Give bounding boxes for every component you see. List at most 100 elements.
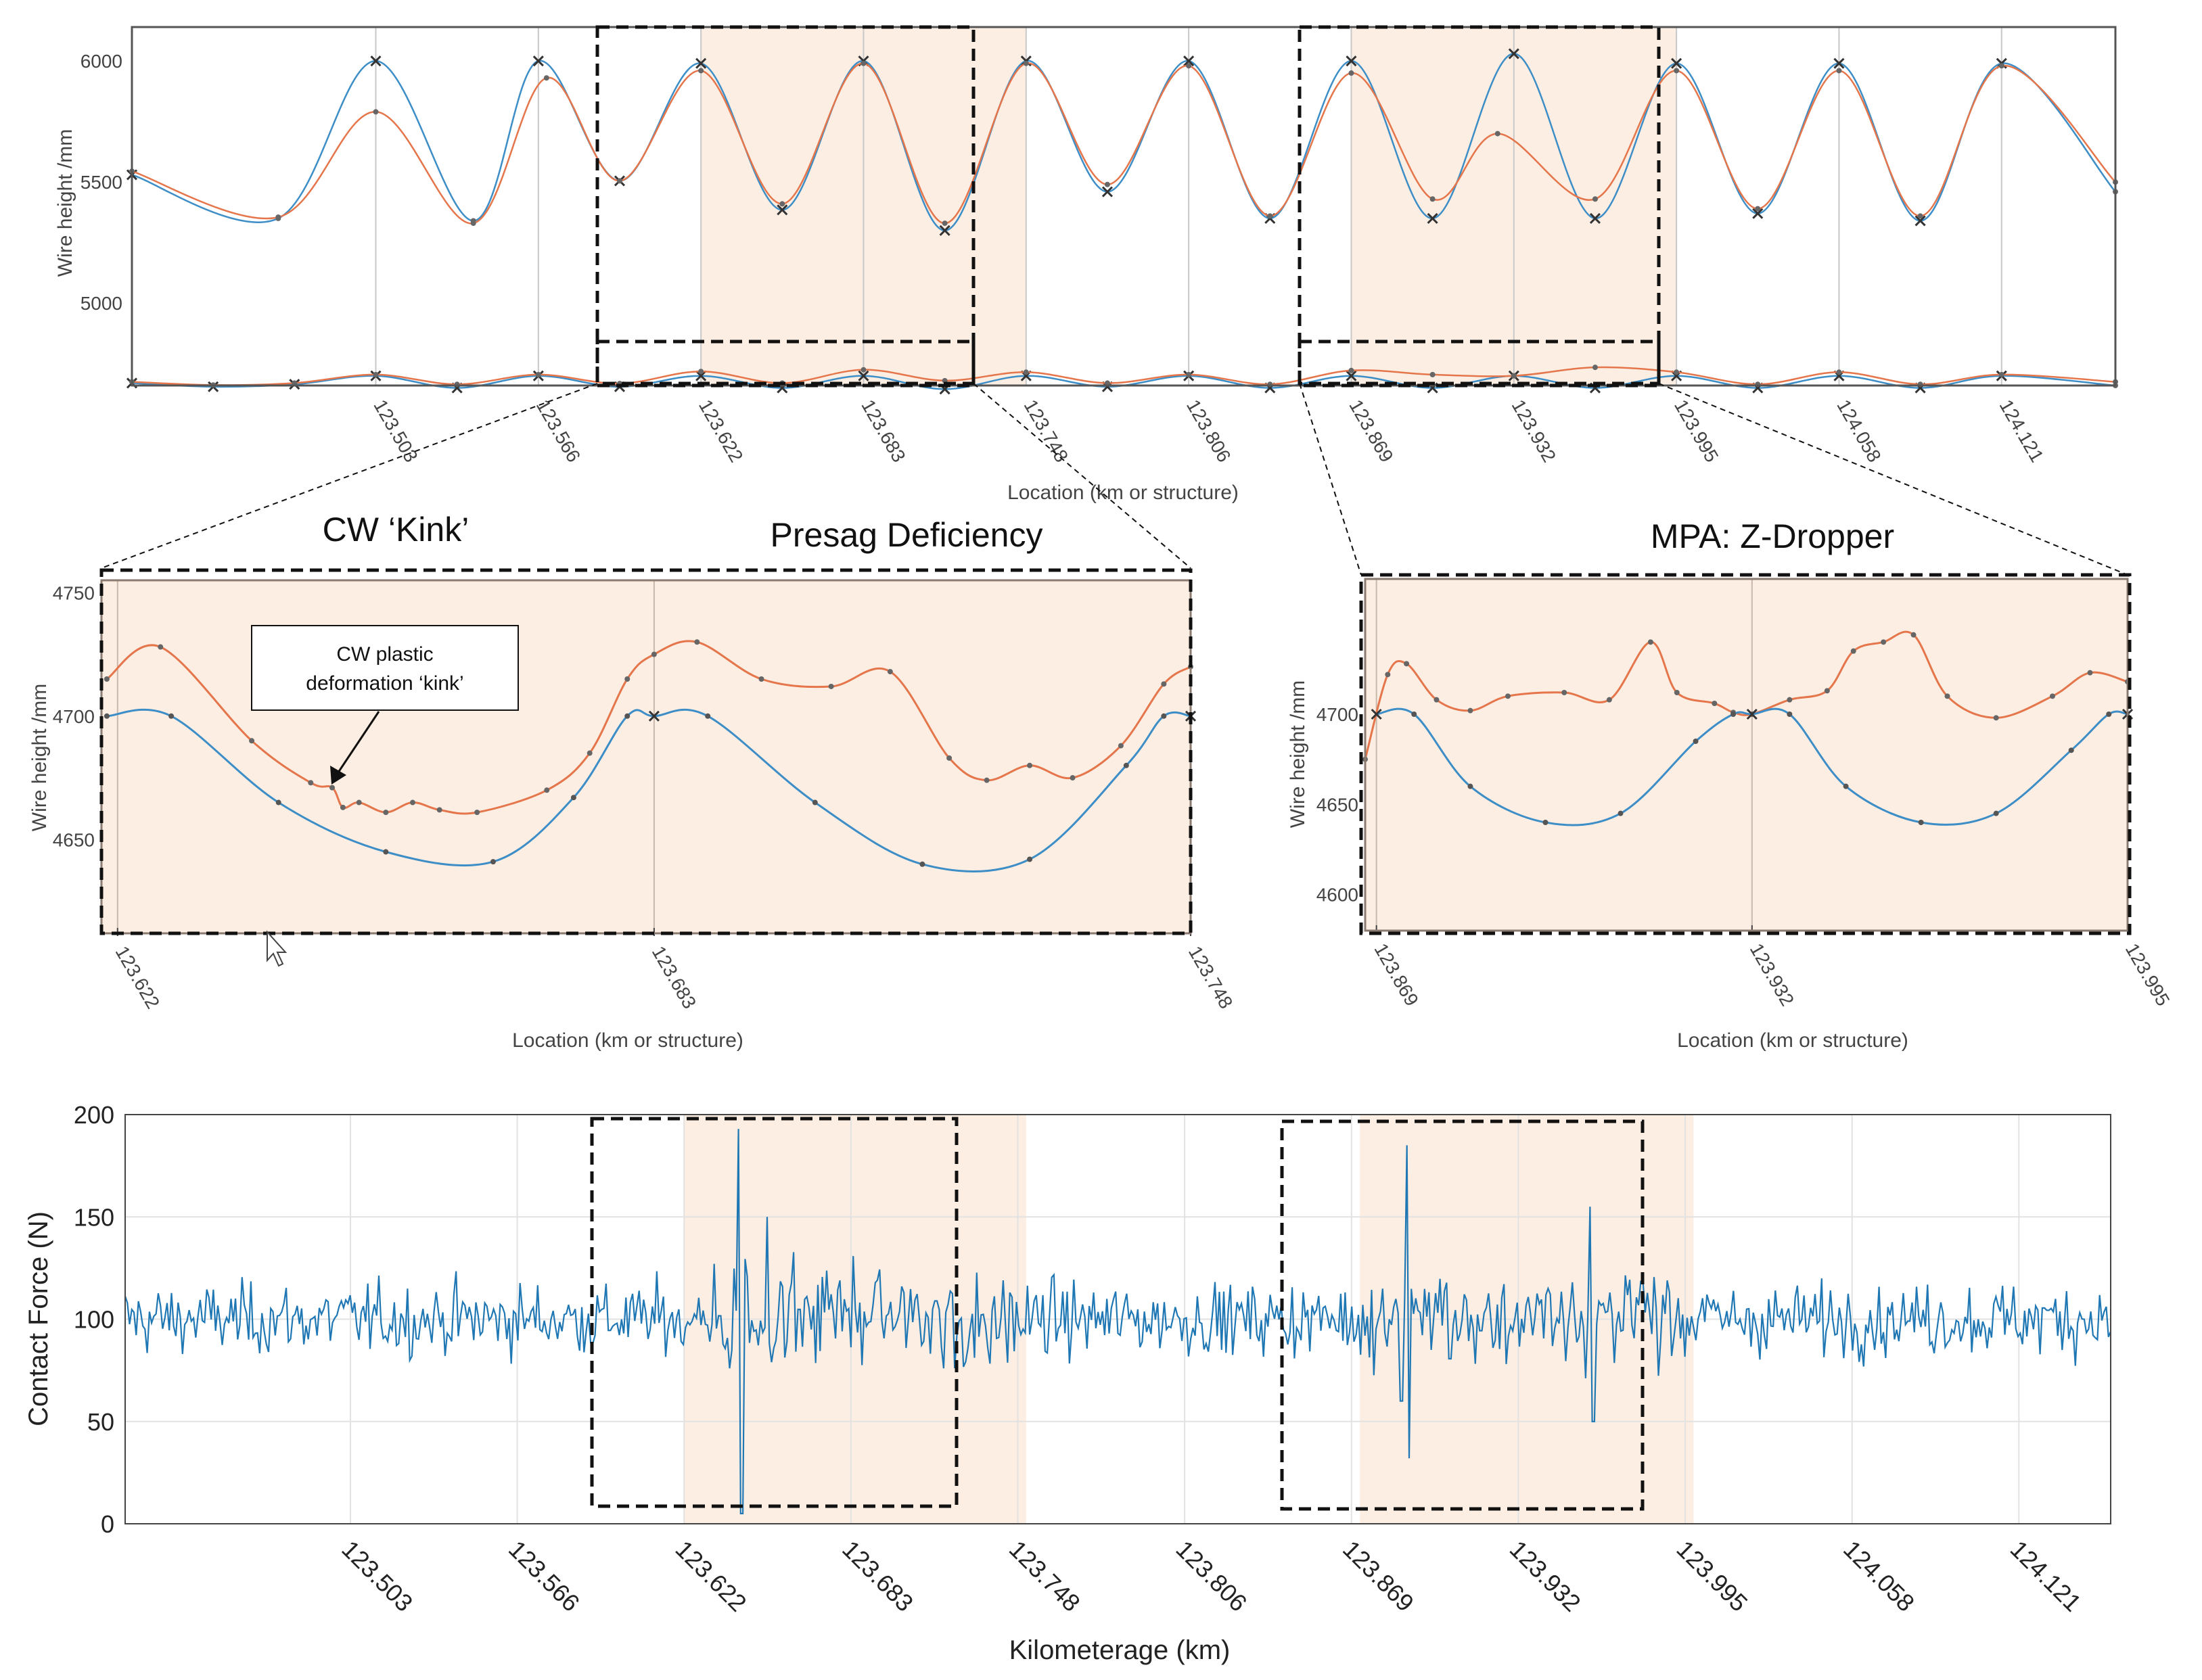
zoom-left-blue-point [490, 859, 496, 865]
zoom-left-contact-orange-point [694, 639, 700, 645]
contact-force-x-tick-label: 123.806 [1170, 1535, 1252, 1617]
contact-force-x-tick-label: 124.121 [2005, 1535, 2087, 1617]
zoom-left-blue-point [919, 861, 925, 867]
zoom-left-contact-orange-point [984, 777, 990, 783]
overview-x-tick-label: 123.869 [1345, 396, 1397, 466]
overview-catenary-orange-point [1104, 181, 1110, 187]
overview-catenary-blue-point [777, 204, 788, 216]
overview-frame [131, 26, 2117, 387]
contact-force-xlabel: Kilometerage (km) [1009, 1635, 1231, 1665]
zoom-left-contact-orange-point [474, 810, 480, 816]
zoom-left-ylabel: Wire height /mm [28, 684, 51, 831]
overview-ylabel: Wire height /mm [54, 129, 76, 277]
overview-x-tick-label: 123.566 [532, 396, 584, 466]
connector-line [973, 383, 1191, 569]
zoom-right-x-tick-label: 123.932 [1746, 940, 1798, 1010]
overview-contact-orange-point [861, 367, 867, 373]
zoom-right-contact-orange-point [1881, 639, 1887, 645]
contact-force-dashed-box-right [1280, 1119, 1645, 1511]
zoom-right-contact-orange-point [1505, 693, 1511, 699]
zoom-left-blue-point [705, 713, 711, 719]
overview-contact-orange-point [1023, 369, 1029, 375]
overview-contact-orange-point [1186, 371, 1192, 377]
overview-contact-orange-point [373, 371, 379, 377]
zoom-right-blue-point [1411, 711, 1417, 717]
zoom-connectors [101, 383, 2128, 576]
zoom-right-fill [1365, 579, 2128, 931]
overview-x-tick-label: 123.932 [1508, 396, 1560, 466]
overview-catenary-orange-point [1755, 206, 1761, 212]
overview-xlabel: Location (km or structure) [1007, 482, 1239, 504]
zoom-left-blue-point [624, 713, 630, 719]
contact-force-x-tick-label: 123.503 [336, 1535, 418, 1617]
contact-force-x-tick-label: 123.566 [503, 1535, 585, 1617]
overview-contact-orange-point [698, 369, 704, 375]
overview-catenary-blue-point [1914, 215, 1926, 227]
zoom-left-blue-point [812, 799, 818, 806]
overview-contact-box-left [595, 340, 976, 386]
zoom-left-chart: 4750 4700 4650 123.622 123.683 123.748 Wire h… [28, 568, 1237, 1052]
overview-x-tick-label: 123.622 [695, 396, 747, 466]
zoom-right-blue-point [1693, 739, 1699, 744]
overview-contact-blue-point [1346, 370, 1357, 381]
contact-force-x-tick-label: 123.748 [1004, 1535, 1086, 1617]
zoom-right-y-tick-label: 4600 [1316, 885, 1358, 906]
zoom-left-contact-orange-point [436, 807, 442, 813]
contact-force-y-tick-label: 100 [74, 1306, 114, 1334]
zoom-left-blue-point [1161, 713, 1167, 719]
overview-y-tick-label: 6000 [81, 51, 122, 72]
overview-catenary-orange-point [1674, 68, 1680, 74]
zoom-right-frame [1364, 578, 2129, 932]
zoom-right-contact-orange-point [1647, 639, 1653, 645]
contact-force-frame [124, 1114, 2111, 1524]
contact-force-x-tick-label: 123.683 [837, 1535, 919, 1617]
zoom-right-blue-point [1993, 810, 1999, 816]
overview-y-tick-label: 5500 [81, 172, 122, 193]
zoom-left-blue-point [383, 849, 389, 855]
overview-chart: 6000 5500 5000 123.503 123.566 123.622 123.683… [54, 25, 2118, 504]
callout-text-line1: CW plastic [336, 643, 433, 666]
zoom-right-blue-point [1918, 820, 1924, 825]
zoom-right-contact-orange-point [1850, 648, 1856, 654]
overview-catenary-orange-point [1348, 70, 1354, 76]
zoom-right-x-tick-label: 123.869 [1370, 940, 1422, 1010]
zoom-right-x-tick-label: 123.995 [2121, 940, 2174, 1010]
mpa-title: MPA: Z-Dropper [1651, 517, 1894, 555]
zoom-right-contact-orange-point [1433, 697, 1440, 703]
zoom-left-contact-orange-point [946, 755, 953, 761]
overview-x-tick-label: 124.058 [1833, 396, 1885, 466]
overview-contact-orange-line [131, 366, 2116, 386]
zoom-left-contact-orange-point [104, 676, 110, 682]
zoom-left-blue-point [570, 795, 576, 801]
overview-dashed-box-right [1298, 25, 1661, 388]
overview-x-tick-label: 123.503 [369, 396, 421, 466]
zoom-left-contact-orange-point [249, 738, 255, 744]
zoom-right-blue-point [1467, 783, 1473, 789]
callout-arrow-line [334, 711, 380, 777]
mouse-cursor-icon [267, 930, 288, 967]
overview-catenary-blue-line [131, 53, 2116, 232]
overview-contact-blue-point [695, 370, 707, 381]
overview-catenary-orange-point [1429, 196, 1436, 202]
overview-catenary-orange-point [616, 178, 622, 184]
contact-force-x-tick-label: 123.622 [670, 1535, 752, 1617]
zoom-left-contact-orange-point [158, 644, 164, 650]
zoom-right-contact-orange-point [2087, 670, 2093, 676]
zoom-left-x-tick-label: 123.683 [648, 943, 700, 1012]
overview-gridlines [375, 27, 2002, 386]
overview-catenary-blue-point [1589, 212, 1601, 224]
zoom-right-series [1362, 630, 2134, 826]
contact-force-y-tick-label: 200 [74, 1101, 114, 1129]
contact-force-x-tick-label: 123.869 [1337, 1535, 1419, 1617]
zoom-left-contact-orange-line [106, 640, 1191, 815]
zoom-right-blue-point [1787, 711, 1793, 717]
zoom-right-y-tick-label: 4700 [1316, 704, 1358, 725]
overview-catenary-orange-point [1023, 60, 1029, 66]
overview-contact-blue-point [858, 370, 869, 381]
zoom-left-contact-orange-point [651, 651, 657, 657]
zoom-left-contact-orange-point [1027, 762, 1033, 768]
zoom-right-contact-orange-point [1787, 697, 1793, 703]
contact-force-signal-line [124, 1129, 2112, 1514]
overview-contact-orange-point [1429, 371, 1436, 377]
